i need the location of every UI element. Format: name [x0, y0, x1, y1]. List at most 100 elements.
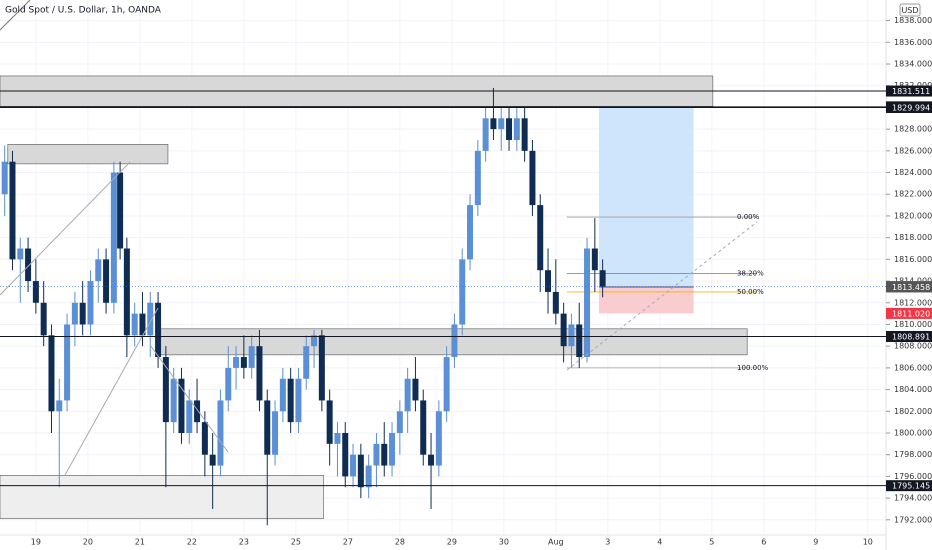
fib-label: 50.00% — [737, 288, 764, 296]
zone — [0, 475, 324, 520]
candle-body — [490, 118, 497, 130]
candle-body — [506, 118, 513, 140]
candle-body — [264, 400, 271, 455]
candle-body — [303, 346, 310, 379]
y-tick-label: 1822.000 — [894, 190, 932, 199]
candle-body — [40, 302, 47, 336]
x-tick-label: Aug — [548, 538, 564, 547]
x-tick-label: 27 — [343, 538, 353, 547]
currency: USD — [901, 6, 918, 15]
y-tick-label: 1802.000 — [894, 407, 932, 416]
trend-line — [0, 161, 131, 296]
price-tag — [886, 85, 932, 97]
y-tick-label: 1818.000 — [894, 233, 932, 242]
currency-box — [899, 3, 921, 17]
candle-body — [584, 248, 591, 358]
y-tick-label: 1836.000 — [894, 38, 932, 47]
trend-line — [64, 307, 159, 476]
x-tick-label: 9 — [813, 538, 818, 547]
candle-body — [451, 324, 458, 358]
candle-body — [498, 118, 505, 130]
candle-body — [443, 357, 450, 412]
candle-body — [576, 324, 583, 358]
x-tick-label: 4 — [657, 538, 662, 547]
candle-body — [420, 400, 427, 455]
y-tick-label: 1824.000 — [894, 168, 932, 177]
candle-body — [295, 378, 302, 423]
fib-label: 0.00% — [737, 213, 760, 221]
candle-body — [521, 118, 528, 151]
y-tick-label: 1806.000 — [894, 363, 932, 372]
candle-body — [389, 432, 396, 466]
candle-body — [513, 118, 520, 140]
candle-body — [412, 378, 419, 401]
candle-body — [428, 454, 435, 466]
candle-body — [404, 378, 411, 412]
candle-body — [147, 302, 154, 336]
candle-body — [381, 443, 388, 466]
x-tick-label: 20 — [83, 538, 93, 547]
price-tag — [886, 307, 932, 319]
candle-body — [545, 270, 552, 292]
x-tick-label: 28 — [395, 538, 405, 547]
price-tag-label: 1808.891 — [892, 333, 930, 342]
chart-title: Gold Spot / U.S. Dollar, 1h, OANDA — [5, 6, 162, 16]
candle-body — [342, 432, 349, 477]
candle-body — [64, 324, 71, 401]
candle-body — [552, 291, 559, 314]
trend-line — [149, 344, 229, 453]
x-tick-label: 22 — [187, 538, 197, 547]
y-tick-label: 1804.000 — [894, 385, 932, 394]
candle-body — [56, 400, 63, 412]
x-tick-label: 21 — [135, 538, 145, 547]
candle-body — [25, 248, 32, 282]
candle-body — [318, 335, 325, 401]
price-tag-label: 1829.994 — [892, 103, 930, 112]
candle-body — [248, 346, 255, 368]
candle-body — [178, 378, 185, 433]
y-tick-label: 1810.000 — [894, 320, 932, 329]
y-tick-label: 1820.000 — [894, 211, 932, 220]
zone — [7, 144, 169, 165]
candle-body — [529, 150, 536, 206]
price-tag-label: 1811.020 — [892, 309, 930, 318]
candle-body — [373, 443, 380, 466]
candle-body — [459, 259, 466, 325]
y-tick-label: 1828.000 — [894, 125, 932, 134]
y-tick-label: 1800.000 — [894, 428, 932, 437]
y-tick-label: 1792.000 — [894, 515, 932, 524]
y-tick-label: 1798.000 — [894, 450, 932, 459]
candle-body — [599, 270, 606, 287]
candle-body — [365, 465, 372, 488]
x-tick-label: 23 — [239, 538, 249, 547]
candle-body — [32, 281, 39, 303]
candle-body — [240, 357, 247, 368]
candle-body — [139, 313, 146, 336]
x-tick-label: 5 — [709, 538, 714, 547]
y-tick-label: 1834.000 — [894, 60, 932, 69]
candle-body — [357, 454, 364, 488]
candle-body — [170, 378, 177, 423]
trend-line — [0, 0, 31, 31]
trend-line — [566, 221, 758, 371]
candle-body — [162, 357, 169, 423]
candle-body — [95, 259, 102, 282]
stop-zone — [598, 286, 694, 314]
candle-body — [71, 302, 78, 325]
price-tag — [886, 480, 932, 492]
y-tick-label: 1808.000 — [894, 342, 932, 351]
target-zone — [598, 107, 694, 287]
candle-body — [103, 259, 110, 303]
y-tick-label: 1838.000 — [894, 16, 932, 25]
candle-body — [110, 172, 117, 303]
y-tick-label: 1794.000 — [894, 494, 932, 503]
price-tag-label: 1813.458 — [892, 283, 930, 292]
candle-body — [217, 400, 224, 466]
candle-body — [233, 357, 240, 368]
x-tick-label: 6 — [761, 538, 766, 547]
fib-label: 100.00% — [737, 364, 768, 372]
candle-body — [256, 346, 263, 401]
candle-body — [131, 313, 138, 336]
candle-body — [334, 432, 341, 444]
